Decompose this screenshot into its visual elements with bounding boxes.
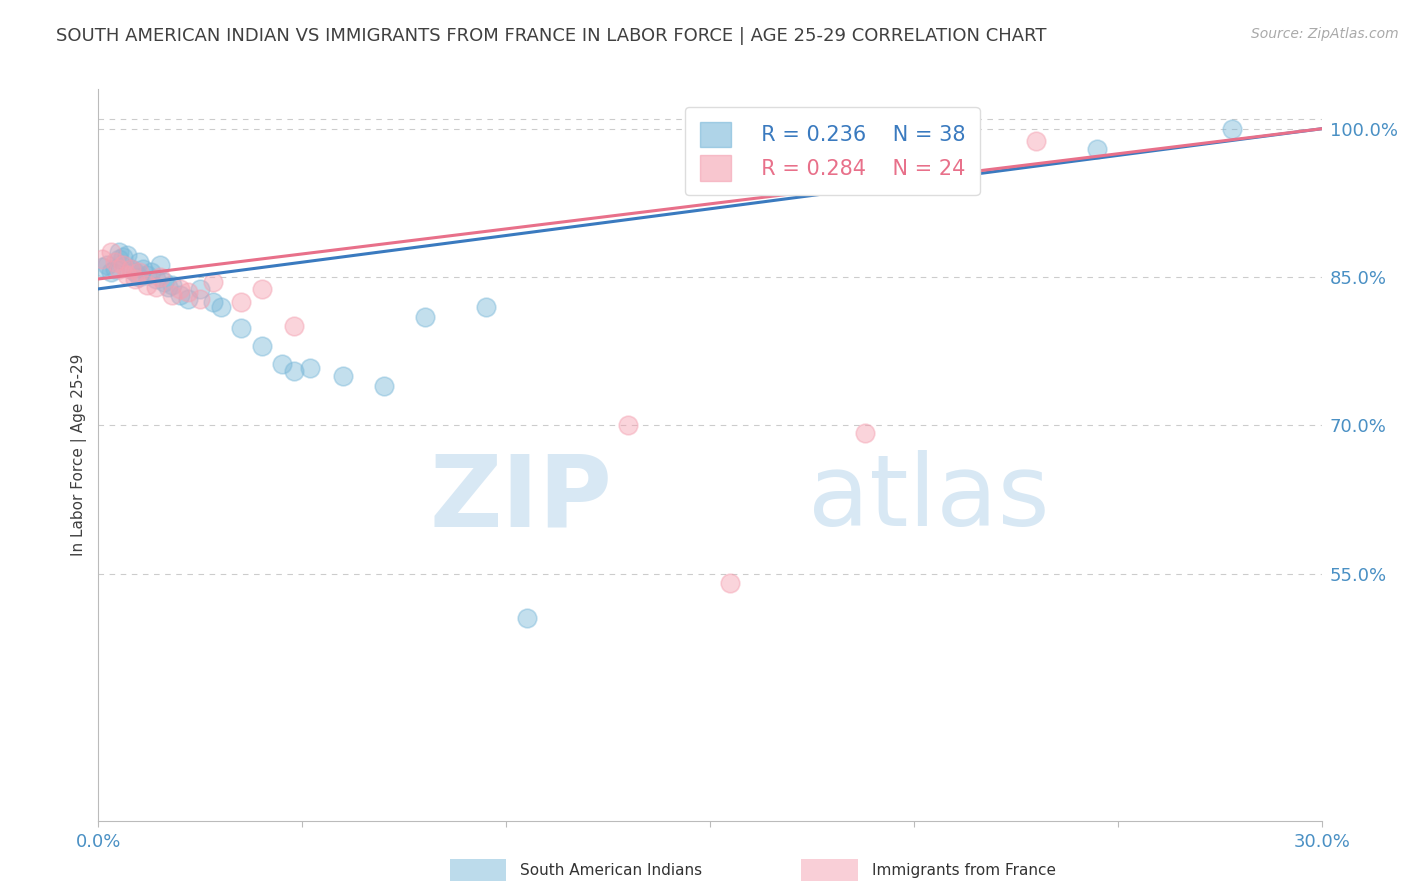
Point [1085,141,1108,155]
Point [169,287,191,301]
Point [201,275,224,289]
Point [283,364,305,378]
Point [617,418,640,433]
Point [1220,121,1243,136]
Point [120,262,142,277]
Point [111,250,134,264]
Point [128,270,150,285]
Point [474,300,498,314]
Point [145,272,167,286]
Point [332,368,354,383]
Point [516,611,538,625]
Point [720,576,742,591]
Point [91,252,114,267]
Point [169,282,191,296]
Point [201,294,224,309]
Point [250,282,273,296]
Point [903,139,925,153]
Text: ZIP: ZIP [429,450,612,548]
Text: Source: ZipAtlas.com: Source: ZipAtlas.com [1251,27,1399,41]
Legend:   R = 0.236    N = 38,   R = 0.284    N = 24: R = 0.236 N = 38, R = 0.284 N = 24 [685,107,980,195]
Point [96,258,118,272]
Point [108,245,131,260]
Point [108,262,131,277]
Point [100,265,122,279]
Point [188,292,212,306]
Point [149,258,172,272]
Point [160,287,183,301]
Point [120,262,142,277]
Point [231,321,253,335]
Point [145,280,167,294]
Point [115,248,138,262]
Point [91,260,114,274]
Point [104,262,127,277]
Point [128,255,150,269]
Point [231,294,253,309]
Point [136,277,159,292]
Point [177,285,200,299]
Point [283,319,305,334]
Point [209,300,232,314]
Point [115,268,138,282]
Point [413,310,436,324]
Point [124,265,146,279]
Point [152,275,174,289]
Point [149,270,172,285]
Point [299,360,322,375]
Point [160,277,183,292]
Point [250,339,273,353]
Text: SOUTH AMERICAN INDIAN VS IMMIGRANTS FROM FRANCE IN LABOR FORCE | AGE 25-29 CORRE: SOUTH AMERICAN INDIAN VS IMMIGRANTS FROM… [56,27,1046,45]
Point [132,262,155,277]
Point [141,265,163,279]
Point [270,357,294,371]
Point [111,258,134,272]
Point [128,265,150,279]
Point [1025,134,1047,148]
Text: Immigrants from France: Immigrants from France [872,863,1056,878]
Text: South American Indians: South American Indians [520,863,703,878]
Point [156,280,179,294]
Text: atlas: atlas [808,450,1049,548]
Point [188,282,212,296]
Point [853,426,876,441]
Point [373,378,395,392]
Y-axis label: In Labor Force | Age 25-29: In Labor Force | Age 25-29 [72,354,87,556]
Point [177,292,200,306]
Point [100,245,122,260]
Point [104,255,127,269]
Point [108,252,131,267]
Point [124,272,146,286]
Point [136,268,159,282]
